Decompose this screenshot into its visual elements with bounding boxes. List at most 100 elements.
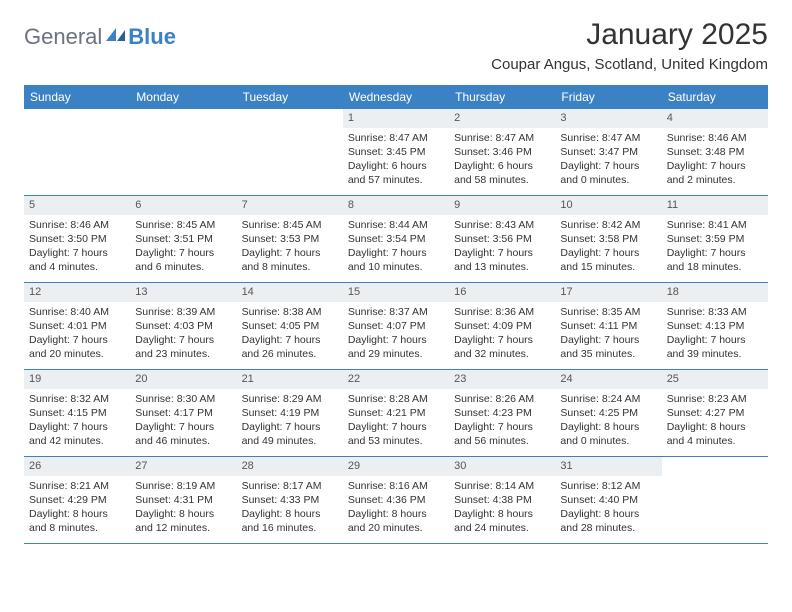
day-cell: . [237,109,343,195]
sunrise-text: Sunrise: 8:28 AM [348,392,444,406]
daylight-text: Daylight: 7 hours and 49 minutes. [242,420,338,448]
day-number: 1 [343,109,449,128]
week-row: 19Sunrise: 8:32 AMSunset: 4:15 PMDayligh… [24,370,768,457]
sunrise-text: Sunrise: 8:24 AM [560,392,656,406]
day-number: 19 [24,370,130,389]
day-header: Saturday [662,85,768,109]
daylight-text: Daylight: 8 hours and 4 minutes. [667,420,763,448]
daylight-text: Daylight: 8 hours and 0 minutes. [560,420,656,448]
daylight-text: Daylight: 8 hours and 20 minutes. [348,507,444,535]
day-cell: 23Sunrise: 8:26 AMSunset: 4:23 PMDayligh… [449,370,555,456]
day-number: 7 [237,196,343,215]
sunrise-text: Sunrise: 8:38 AM [242,305,338,319]
daylight-text: Daylight: 7 hours and 20 minutes. [29,333,125,361]
daylight-text: Daylight: 7 hours and 35 minutes. [560,333,656,361]
sunset-text: Sunset: 4:40 PM [560,493,656,507]
sunset-text: Sunset: 3:47 PM [560,145,656,159]
day-number: 23 [449,370,555,389]
day-cell: 10Sunrise: 8:42 AMSunset: 3:58 PMDayligh… [555,196,661,282]
day-body: Sunrise: 8:37 AMSunset: 4:07 PMDaylight:… [343,302,449,367]
daylight-text: Daylight: 7 hours and 23 minutes. [135,333,231,361]
day-body: Sunrise: 8:46 AMSunset: 3:50 PMDaylight:… [24,215,130,280]
day-body: Sunrise: 8:47 AMSunset: 3:45 PMDaylight:… [343,128,449,193]
sunset-text: Sunset: 4:17 PM [135,406,231,420]
day-body: Sunrise: 8:29 AMSunset: 4:19 PMDaylight:… [237,389,343,454]
day-cell: 20Sunrise: 8:30 AMSunset: 4:17 PMDayligh… [130,370,236,456]
sunrise-text: Sunrise: 8:47 AM [560,131,656,145]
day-cell: 29Sunrise: 8:16 AMSunset: 4:36 PMDayligh… [343,457,449,543]
day-number: 30 [449,457,555,476]
daylight-text: Daylight: 7 hours and 32 minutes. [454,333,550,361]
sunset-text: Sunset: 3:50 PM [29,232,125,246]
sunrise-text: Sunrise: 8:45 AM [135,218,231,232]
title-block: January 2025 Coupar Angus, Scotland, Uni… [491,18,768,73]
day-body: Sunrise: 8:47 AMSunset: 3:47 PMDaylight:… [555,128,661,193]
sunrise-text: Sunrise: 8:16 AM [348,479,444,493]
daylight-text: Daylight: 7 hours and 42 minutes. [29,420,125,448]
day-cell: . [130,109,236,195]
day-number: 6 [130,196,236,215]
day-cell: 26Sunrise: 8:21 AMSunset: 4:29 PMDayligh… [24,457,130,543]
sunrise-text: Sunrise: 8:17 AM [242,479,338,493]
daylight-text: Daylight: 8 hours and 28 minutes. [560,507,656,535]
sunset-text: Sunset: 4:19 PM [242,406,338,420]
daylight-text: Daylight: 7 hours and 2 minutes. [667,159,763,187]
sunrise-text: Sunrise: 8:36 AM [454,305,550,319]
week-row: 12Sunrise: 8:40 AMSunset: 4:01 PMDayligh… [24,283,768,370]
day-body: Sunrise: 8:23 AMSunset: 4:27 PMDaylight:… [662,389,768,454]
day-number: 9 [449,196,555,215]
day-cell: 28Sunrise: 8:17 AMSunset: 4:33 PMDayligh… [237,457,343,543]
day-cell: 1Sunrise: 8:47 AMSunset: 3:45 PMDaylight… [343,109,449,195]
day-cell: 5Sunrise: 8:46 AMSunset: 3:50 PMDaylight… [24,196,130,282]
sunrise-text: Sunrise: 8:40 AM [29,305,125,319]
day-headers-row: SundayMondayTuesdayWednesdayThursdayFrid… [24,85,768,109]
daylight-text: Daylight: 7 hours and 10 minutes. [348,246,444,274]
day-header: Thursday [449,85,555,109]
day-body: Sunrise: 8:45 AMSunset: 3:51 PMDaylight:… [130,215,236,280]
day-body: Sunrise: 8:24 AMSunset: 4:25 PMDaylight:… [555,389,661,454]
sunset-text: Sunset: 4:05 PM [242,319,338,333]
sunrise-text: Sunrise: 8:46 AM [29,218,125,232]
day-cell: 9Sunrise: 8:43 AMSunset: 3:56 PMDaylight… [449,196,555,282]
day-cell: 13Sunrise: 8:39 AMSunset: 4:03 PMDayligh… [130,283,236,369]
day-number: 14 [237,283,343,302]
day-body: Sunrise: 8:38 AMSunset: 4:05 PMDaylight:… [237,302,343,367]
sunset-text: Sunset: 4:25 PM [560,406,656,420]
sunrise-text: Sunrise: 8:32 AM [29,392,125,406]
day-number: 13 [130,283,236,302]
week-row: 5Sunrise: 8:46 AMSunset: 3:50 PMDaylight… [24,196,768,283]
day-cell: 8Sunrise: 8:44 AMSunset: 3:54 PMDaylight… [343,196,449,282]
sunrise-text: Sunrise: 8:12 AM [560,479,656,493]
day-body: Sunrise: 8:44 AMSunset: 3:54 PMDaylight:… [343,215,449,280]
location-text: Coupar Angus, Scotland, United Kingdom [491,56,768,73]
sunset-text: Sunset: 3:59 PM [667,232,763,246]
day-body: Sunrise: 8:36 AMSunset: 4:09 PMDaylight:… [449,302,555,367]
sunset-text: Sunset: 3:56 PM [454,232,550,246]
day-cell: 24Sunrise: 8:24 AMSunset: 4:25 PMDayligh… [555,370,661,456]
sunset-text: Sunset: 3:58 PM [560,232,656,246]
day-body: Sunrise: 8:21 AMSunset: 4:29 PMDaylight:… [24,476,130,541]
sunset-text: Sunset: 4:27 PM [667,406,763,420]
day-cell: 19Sunrise: 8:32 AMSunset: 4:15 PMDayligh… [24,370,130,456]
daylight-text: Daylight: 8 hours and 8 minutes. [29,507,125,535]
daylight-text: Daylight: 7 hours and 53 minutes. [348,420,444,448]
day-cell: . [662,457,768,543]
sunset-text: Sunset: 4:36 PM [348,493,444,507]
sunrise-text: Sunrise: 8:21 AM [29,479,125,493]
day-cell: 27Sunrise: 8:19 AMSunset: 4:31 PMDayligh… [130,457,236,543]
daylight-text: Daylight: 7 hours and 4 minutes. [29,246,125,274]
daylight-text: Daylight: 7 hours and 56 minutes. [454,420,550,448]
day-number: 28 [237,457,343,476]
sunset-text: Sunset: 4:23 PM [454,406,550,420]
day-cell: 6Sunrise: 8:45 AMSunset: 3:51 PMDaylight… [130,196,236,282]
sunrise-text: Sunrise: 8:47 AM [348,131,444,145]
sunrise-text: Sunrise: 8:41 AM [667,218,763,232]
week-row: ...1Sunrise: 8:47 AMSunset: 3:45 PMDayli… [24,109,768,196]
day-body: Sunrise: 8:43 AMSunset: 3:56 PMDaylight:… [449,215,555,280]
daylight-text: Daylight: 7 hours and 13 minutes. [454,246,550,274]
day-number: 11 [662,196,768,215]
day-body: Sunrise: 8:46 AMSunset: 3:48 PMDaylight:… [662,128,768,193]
daylight-text: Daylight: 8 hours and 24 minutes. [454,507,550,535]
daylight-text: Daylight: 7 hours and 0 minutes. [560,159,656,187]
daylight-text: Daylight: 7 hours and 26 minutes. [242,333,338,361]
